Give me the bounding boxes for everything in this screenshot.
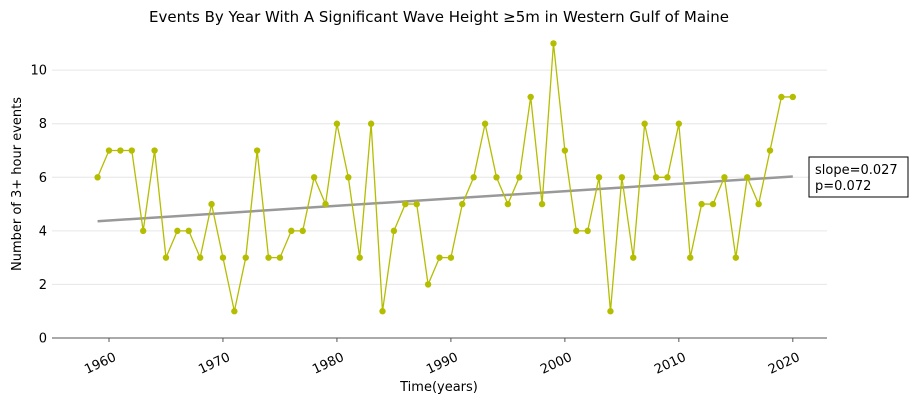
data-point — [208, 200, 215, 208]
data-point — [584, 227, 591, 235]
y-axis-label: Number of 3+ hour events — [10, 97, 25, 271]
data-point — [481, 120, 489, 127]
data-points — [94, 40, 797, 315]
data-point — [652, 174, 660, 181]
data-point — [709, 200, 717, 208]
data-point — [231, 308, 238, 315]
trend-line — [97, 175, 793, 223]
data-point — [413, 200, 420, 208]
data-point — [744, 174, 751, 181]
data-point — [253, 147, 261, 154]
chart-title: Events By Year With A Significant Wave H… — [149, 8, 729, 26]
data-point — [470, 174, 477, 181]
data-point — [310, 174, 318, 181]
data-point — [322, 200, 329, 208]
data-point — [675, 120, 683, 127]
x-tick-label: 1960 — [82, 350, 118, 378]
data-point — [367, 120, 375, 127]
data-point — [516, 174, 523, 181]
data-point — [174, 227, 181, 235]
data-point — [573, 227, 580, 235]
x-axis-ticks: 1960 1970 1980 1990 2000 2010 2020 — [82, 338, 802, 378]
data-point — [755, 200, 762, 208]
data-point — [630, 254, 637, 261]
data-point — [390, 227, 398, 235]
data-point — [185, 227, 192, 235]
data-point — [550, 40, 557, 47]
data-point — [447, 254, 455, 261]
y-axis-ticks: 0 2 4 6 8 10 — [30, 64, 47, 347]
data-point — [379, 308, 386, 315]
data-point — [561, 147, 569, 154]
y-tick-label: 2 — [39, 278, 47, 293]
x-axis-label: Time(years) — [399, 380, 478, 395]
x-tick-label: 1990 — [424, 350, 460, 378]
data-point — [732, 254, 740, 261]
data-point — [641, 120, 648, 127]
data-point — [333, 120, 341, 127]
data-point — [356, 254, 363, 261]
data-point — [538, 200, 546, 208]
data-point — [595, 174, 603, 181]
p-value-text: p=0.072 — [815, 179, 871, 194]
data-point — [607, 308, 614, 315]
y-tick-label: 10 — [30, 64, 47, 79]
data-point — [493, 174, 500, 181]
data-point — [778, 93, 785, 101]
data-point — [664, 174, 671, 181]
data-point — [459, 200, 466, 208]
data-point — [162, 254, 170, 261]
data-point — [698, 200, 705, 208]
y-tick-label: 6 — [39, 171, 47, 186]
data-point — [789, 93, 797, 101]
data-point — [276, 254, 284, 261]
data-point — [117, 147, 124, 154]
x-tick-label: 1970 — [196, 350, 232, 378]
x-tick-label: 2000 — [538, 350, 574, 378]
x-tick-label: 2010 — [652, 350, 688, 378]
data-point — [299, 227, 306, 235]
y-tick-label: 0 — [39, 332, 47, 347]
data-point — [139, 227, 147, 235]
data-point — [219, 254, 227, 261]
data-point — [288, 227, 295, 235]
x-tick-label: 1980 — [310, 350, 346, 378]
data-point — [128, 147, 135, 154]
data-point — [151, 147, 158, 154]
data-point — [402, 200, 409, 208]
y-tick-label: 8 — [39, 117, 47, 132]
stats-annotation: slope=0.027 p=0.072 — [808, 156, 909, 198]
data-point — [105, 147, 113, 154]
slope-text: slope=0.027 — [815, 163, 898, 178]
data-point — [345, 174, 352, 181]
data-point — [196, 254, 204, 261]
data-point — [687, 254, 694, 261]
data-point — [94, 174, 101, 181]
data-point — [424, 281, 432, 288]
data-point — [721, 174, 728, 181]
y-tick-label: 4 — [39, 224, 47, 239]
data-point — [504, 200, 512, 208]
data-point — [242, 254, 249, 261]
data-point — [766, 147, 774, 154]
data-point — [265, 254, 272, 261]
data-point — [436, 254, 443, 261]
data-point — [527, 93, 534, 101]
data-point — [618, 174, 626, 181]
x-tick-label: 2020 — [766, 350, 802, 378]
series-line — [96, 43, 793, 312]
